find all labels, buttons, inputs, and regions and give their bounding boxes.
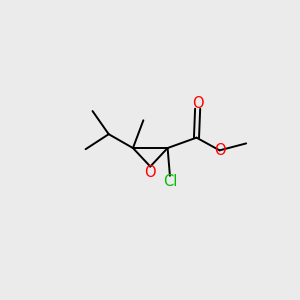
Text: O: O: [145, 165, 156, 180]
Text: Cl: Cl: [163, 174, 177, 189]
Text: O: O: [214, 143, 225, 158]
Text: O: O: [192, 96, 203, 111]
